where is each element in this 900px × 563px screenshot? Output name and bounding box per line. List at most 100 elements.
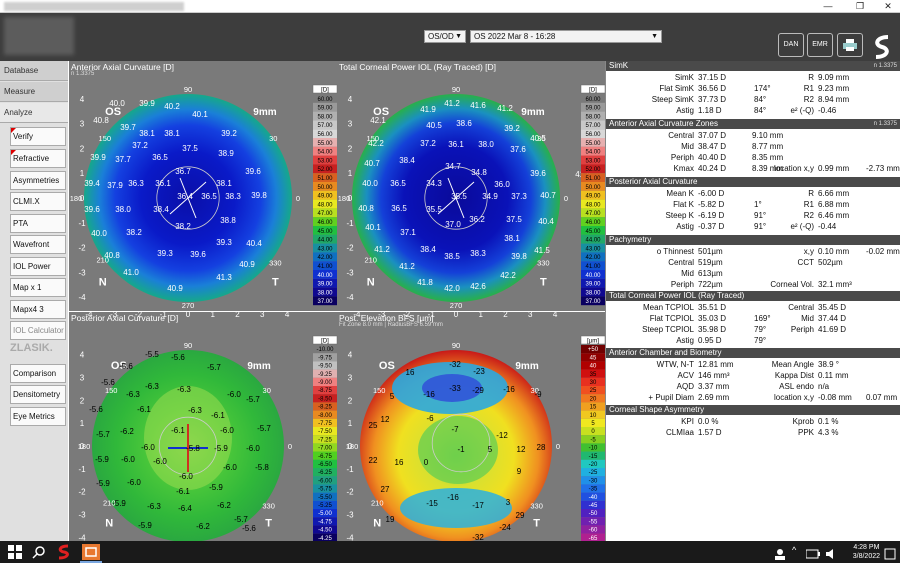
section-header-simk: SimK n 1.3375 bbox=[606, 61, 900, 71]
data-value: -0.46 bbox=[818, 106, 836, 116]
data-value: 0.0 % bbox=[698, 417, 718, 427]
nav-database[interactable]: Database bbox=[0, 61, 68, 81]
sidebar-item-densitometry[interactable]: Densitometry bbox=[10, 385, 66, 404]
pentacam-app-icon[interactable] bbox=[56, 544, 72, 560]
data-label: R1 bbox=[736, 84, 814, 94]
sidebar-item-refractive[interactable]: Refractive bbox=[10, 149, 66, 168]
data-label: SimK bbox=[606, 73, 694, 83]
data-value: 37.07 D bbox=[698, 131, 726, 141]
data-value: 0.11 mm bbox=[818, 371, 849, 381]
data-label: Flat SimK bbox=[606, 84, 694, 94]
sidebar-item-eye-metrics[interactable]: Eye Metrics bbox=[10, 407, 66, 426]
notification-icon[interactable] bbox=[884, 546, 896, 562]
volume-icon[interactable] bbox=[826, 546, 838, 562]
sidebar-item-comparison[interactable]: Comparison bbox=[10, 364, 66, 383]
data-label: x,y bbox=[736, 247, 814, 257]
data-value: 0.99 mm bbox=[818, 164, 849, 174]
data-label: Flat TCPIOL bbox=[606, 314, 694, 324]
maximize-icon[interactable]: ❐ bbox=[846, 0, 874, 13]
battery-icon[interactable] bbox=[806, 546, 820, 562]
nav-analyze[interactable]: Analyze bbox=[0, 103, 68, 123]
data-label: R bbox=[736, 73, 814, 83]
map-anterior-axial[interactable]: Anterior Axial Curvature [D] n 1.3375 bbox=[69, 61, 337, 311]
sidebar: Database Measure Analyze Verify Refracti… bbox=[0, 61, 68, 541]
data-value: 146 mm³ bbox=[698, 371, 730, 381]
data-label: Astig bbox=[606, 106, 694, 116]
exam-select[interactable]: OS 2022 Mar 8 - 16:28 ▼ bbox=[470, 30, 662, 43]
clock[interactable]: 4:28 PM 3/8/2022 bbox=[853, 543, 880, 561]
data-value: 1.57 D bbox=[698, 428, 722, 438]
data-label: o Thinnest bbox=[606, 247, 694, 257]
sidebar-item-wavefront[interactable]: Wavefront bbox=[10, 235, 66, 254]
data-label: Mid bbox=[606, 269, 694, 279]
eye-select[interactable]: OS/OD ▼ bbox=[424, 30, 466, 43]
windows-start-icon[interactable] bbox=[8, 544, 22, 560]
map-title: Total Corneal Power IOL (Ray Traced) [D] bbox=[339, 62, 496, 72]
people-icon[interactable] bbox=[774, 546, 786, 562]
sidebar-item-clmi[interactable]: CLMI.X bbox=[10, 192, 66, 211]
data-value: 37.15 D bbox=[698, 73, 726, 83]
close-icon[interactable]: ✕ bbox=[874, 0, 900, 13]
sidebar-item-map-x1[interactable]: Map x 1 bbox=[10, 278, 66, 297]
oculus-logo bbox=[870, 35, 896, 59]
dan-button[interactable]: DAN bbox=[778, 33, 804, 57]
data-label: R1 bbox=[736, 200, 814, 210]
data-label: e² (-Q) bbox=[736, 106, 814, 116]
data-label: Kmax bbox=[606, 164, 694, 174]
chevron-down-icon: ▼ bbox=[651, 31, 658, 42]
section-header-ant-zones: Anterior Axial Curvature Zones n 1.3375 bbox=[606, 119, 900, 129]
window-title bbox=[4, 2, 184, 11]
section-header-post-axial: Posterior Axial Curvature bbox=[606, 177, 900, 187]
section-header-chamber: Anterior Chamber and Biometry bbox=[606, 348, 900, 358]
data-label: Flat K bbox=[606, 200, 694, 210]
data-label: + Pupil Diam bbox=[606, 393, 694, 403]
map-posterior-elevation[interactable]: Post. Elevation BFS [µm] Fit Zone 8.0 mm… bbox=[337, 312, 605, 541]
sidebar-item-pta[interactable]: PTA bbox=[10, 214, 66, 233]
section-title: Anterior Axial Curvature Zones bbox=[609, 119, 718, 128]
data-label: Mid bbox=[606, 142, 694, 152]
data-value: 6.46 mm bbox=[818, 211, 849, 221]
data-label: R bbox=[736, 189, 814, 199]
data-value: -0.02 mm bbox=[866, 247, 900, 257]
sidebar-item-asymmetries[interactable]: Asymmetries bbox=[10, 171, 66, 190]
data-label: Mean Angle bbox=[736, 360, 814, 370]
data-label: PPK bbox=[736, 428, 814, 438]
data-label: Periph bbox=[606, 153, 694, 163]
sidebar-item-iol-calculator[interactable]: IOL Calculator bbox=[10, 321, 66, 340]
minimize-icon[interactable]: — bbox=[814, 0, 842, 13]
data-label: R2 bbox=[736, 95, 814, 105]
print-button[interactable] bbox=[837, 33, 863, 57]
sidebar-item-iol-power[interactable]: IOL Power bbox=[10, 257, 66, 276]
nav-measure[interactable]: Measure bbox=[0, 82, 68, 102]
data-value: 40.24 D bbox=[698, 164, 726, 174]
sidebar-item-mapx4[interactable]: Mapx4 3 bbox=[10, 300, 66, 319]
data-value: 2.69 mm bbox=[698, 393, 729, 403]
chevron-down-icon: ▼ bbox=[455, 31, 462, 42]
data-label: Mean K bbox=[606, 189, 694, 199]
search-icon[interactable] bbox=[32, 544, 46, 560]
section-title: Corneal Shape Asymmetry bbox=[609, 405, 704, 414]
section-header-asymmetry: Corneal Shape Asymmetry bbox=[606, 405, 900, 415]
section-header-pachymetry: Pachymetry bbox=[606, 235, 900, 245]
data-value: 0.1 % bbox=[818, 417, 838, 427]
data-panel: SimK n 1.3375 SimK 37.15 D R 9.09 mm Flat SimK… bbox=[605, 61, 900, 541]
data-label: R2 bbox=[736, 211, 814, 221]
data-label: Steep SimK bbox=[606, 95, 694, 105]
section-header-tcp: Total Corneal Power IOL (Ray Traced) bbox=[606, 291, 900, 301]
data-value: -6.00 D bbox=[698, 189, 724, 199]
zlasik-logo[interactable]: ZLASIK. bbox=[10, 342, 66, 360]
camera-app-icon[interactable] bbox=[82, 544, 100, 560]
chevron-up-icon[interactable]: ^ bbox=[792, 545, 796, 561]
data-value: 38.47 D bbox=[698, 142, 726, 152]
data-label: location x,y bbox=[736, 393, 814, 403]
data-value: 35.51 D bbox=[698, 303, 726, 313]
map-total-corneal-power[interactable]: Total Corneal Power IOL (Ray Traced) [D] bbox=[337, 61, 605, 311]
map-posterior-axial[interactable]: Posterior Axial Curvature [D] bbox=[69, 312, 337, 541]
section-title: Anterior Chamber and Biometry bbox=[609, 348, 722, 357]
data-label: Kappa Dist bbox=[736, 371, 814, 381]
data-value: 1.18 D bbox=[698, 106, 722, 116]
data-value: 4.3 % bbox=[818, 428, 838, 438]
data-label: Central bbox=[606, 131, 694, 141]
sidebar-item-verify[interactable]: Verify bbox=[10, 127, 66, 146]
emr-button[interactable]: EMR bbox=[807, 33, 833, 57]
